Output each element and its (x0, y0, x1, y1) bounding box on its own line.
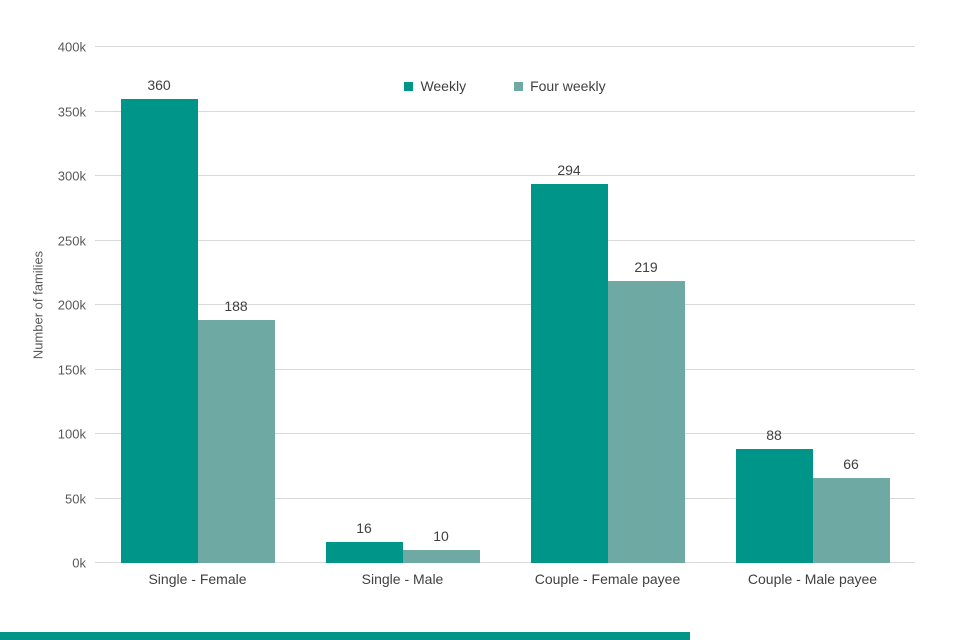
x-axis-label: Single - Male (361, 571, 444, 587)
legend: Weekly Four weekly (95, 78, 915, 94)
gridline (95, 368, 915, 370)
legend-label: Weekly (420, 78, 467, 94)
legend-swatch-icon (514, 81, 524, 91)
bar-four-weekly: 10 (402, 528, 480, 563)
y-tick-label: 50k (65, 491, 86, 506)
y-tick-label: 100k (57, 426, 86, 442)
bar-weekly: 294 (530, 162, 608, 563)
bar-weekly: 360 (120, 77, 198, 563)
bar-group: 16 10 (300, 47, 505, 563)
y-tick-label: 400k (57, 39, 86, 55)
y-tick-label: 350k (57, 104, 86, 119)
legend-swatch-icon (404, 81, 414, 91)
legend-item-weekly: Weekly (404, 78, 466, 94)
plot-area: 360 188 16 10 294 219 88 66 (95, 46, 915, 563)
x-axis-label: Couple - Female payee (534, 571, 681, 587)
bar-group: 294 219 (505, 47, 710, 563)
bar-group: 360 188 (95, 47, 300, 563)
footer-accent-bar (0, 632, 690, 640)
bar-value-label: 66 (843, 455, 859, 472)
bar-four-weekly: 219 (607, 259, 685, 563)
y-tick-label: 150k (57, 362, 86, 377)
gridline (95, 46, 915, 47)
bar-value-label: 294 (557, 161, 581, 178)
x-axis-labels: Single - Female Single - Male Couple - Fem… (95, 571, 915, 587)
legend-label: Four weekly (530, 78, 606, 94)
gridline (95, 175, 915, 176)
y-tick-label: 200k (57, 297, 86, 313)
gridline (95, 239, 915, 241)
bar-group: 88 66 (710, 47, 915, 563)
bar-value-label: 88 (766, 427, 782, 444)
bar-value-label: 188 (224, 298, 248, 315)
bar-value-label: 360 (147, 76, 171, 93)
y-axis-ticks: 0k 50k 100k 150k 200k 250k 300k 350k 400k (0, 40, 86, 571)
bar-value-label: 10 (433, 528, 449, 545)
gridline (95, 497, 915, 499)
bar-four-weekly: 66 (812, 456, 890, 563)
x-axis-label: Single - Female (148, 571, 247, 587)
gridline (95, 304, 915, 305)
y-tick-label: 250k (57, 233, 86, 248)
gridline (95, 562, 915, 563)
x-axis-label: Couple - Male payee (747, 571, 878, 587)
bar-value-label: 219 (634, 258, 658, 275)
legend-item-four-weekly: Four weekly (514, 78, 606, 94)
gridline (95, 433, 915, 434)
bar-weekly: 16 (325, 520, 403, 563)
y-tick-label: 300k (57, 168, 86, 184)
bar-weekly: 88 (735, 427, 813, 563)
bar-value-label: 16 (356, 520, 372, 537)
gridline (95, 110, 915, 112)
y-tick-label: 0k (72, 555, 86, 571)
bar-four-weekly: 188 (197, 298, 275, 563)
